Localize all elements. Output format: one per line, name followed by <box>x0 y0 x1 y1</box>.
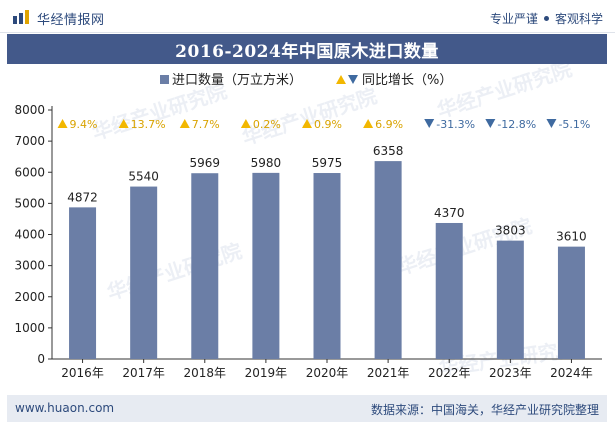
legend-up-triangle-icon <box>336 75 346 84</box>
watermark-text: 华经产业研究院 <box>89 79 230 145</box>
y-tick-label: 8000 <box>14 103 45 117</box>
y-tick-label: 2000 <box>14 290 45 304</box>
tagline-right: 客观科学 <box>554 12 603 26</box>
bar <box>374 161 402 359</box>
x-tick-label: 2024年 <box>550 366 593 380</box>
bar-value-label: 3803 <box>495 224 526 238</box>
growth-label: -31.3% <box>436 118 475 131</box>
bar <box>130 186 158 359</box>
watermark-text: 华经产业研究院 <box>104 239 245 305</box>
watermark-text: 华经产业研究院 <box>239 84 380 150</box>
x-tick-label: 2018年 <box>184 366 227 380</box>
logo-icon <box>13 10 29 24</box>
growth-down-triangle-icon <box>485 119 496 128</box>
x-tick-label: 2023年 <box>489 366 532 380</box>
dot-icon <box>543 16 549 21</box>
tagline-left: 专业严谨 <box>489 12 538 26</box>
chart-title: 2016-2024年中国原木进口数量 <box>175 41 439 62</box>
growth-label: 0.2% <box>253 118 281 131</box>
y-tick-label: 0 <box>37 352 45 366</box>
y-tick-label: 3000 <box>14 259 45 273</box>
site-url[interactable]: www.huaon.com <box>15 401 115 415</box>
growth-up-triangle-icon <box>179 119 190 128</box>
bar-value-label: 6358 <box>373 144 404 158</box>
growth-label: 6.9% <box>375 118 403 131</box>
bar-value-label: 5975 <box>312 156 343 170</box>
x-tick-label: 2021年 <box>367 366 410 380</box>
growth-up-triangle-icon <box>57 119 68 128</box>
legend-growth-label: 同比增长（%） <box>362 73 452 88</box>
x-tick-label: 2019年 <box>245 366 288 380</box>
footer-bar: www.huaon.com 数据来源：中国海关，华经产业研究院整理 <box>7 395 607 422</box>
growth-label: 13.7% <box>131 118 166 131</box>
legend-series-label: 进口数量（万立方米） <box>172 72 302 88</box>
growth-up-triangle-icon <box>240 119 251 128</box>
x-tick-label: 2020年 <box>306 366 349 380</box>
bar <box>191 173 219 359</box>
growth-up-triangle-icon <box>302 119 312 128</box>
bar-value-label: 5969 <box>190 156 221 170</box>
y-tick-label: 4000 <box>14 228 45 242</box>
bar <box>313 173 341 359</box>
growth-label: -12.8% <box>497 118 536 131</box>
title-bar: 2016-2024年中国原木进口数量 <box>7 34 607 64</box>
bar-value-label: 3610 <box>556 230 587 244</box>
x-tick-label: 2022年 <box>428 366 471 380</box>
bar <box>69 207 97 359</box>
top-bar: 华经情报网 专业严谨 客观科学 <box>0 0 615 33</box>
brand-name: 华经情报网 <box>37 13 105 28</box>
bar <box>557 246 585 359</box>
x-tick-label: 2017年 <box>122 366 165 380</box>
bar <box>496 240 524 359</box>
growth-label: 9.4% <box>70 118 98 131</box>
data-source: 数据来源：中国海关，华经产业研究院整理 <box>370 403 599 417</box>
x-tick-label: 2016年 <box>61 366 104 380</box>
y-tick-label: 1000 <box>14 321 45 335</box>
growth-label: -5.1% <box>558 118 590 131</box>
growth-down-triangle-icon <box>424 119 435 128</box>
legend-down-triangle-icon <box>348 75 358 84</box>
bar-value-label: 4872 <box>67 190 98 204</box>
chart: 华经产业研究院华经产业研究院华经产业研究院华经产业研究院华经产业研究院华经产业研… <box>14 64 602 380</box>
bar <box>435 222 463 359</box>
bar-value-label: 5980 <box>251 156 282 170</box>
y-tick-label: 7000 <box>14 134 45 148</box>
growth-down-triangle-icon <box>546 119 557 128</box>
growth-up-triangle-icon <box>118 119 129 128</box>
bar-value-label: 4370 <box>434 206 465 220</box>
growth-up-triangle-icon <box>363 119 374 128</box>
bar-value-label: 5540 <box>128 170 159 184</box>
bar <box>252 172 280 359</box>
growth-label: 7.7% <box>192 118 220 131</box>
growth-label: 0.9% <box>314 118 342 131</box>
y-tick-label: 6000 <box>14 165 45 179</box>
legend-bar-swatch <box>160 75 169 84</box>
y-tick-label: 5000 <box>14 196 45 210</box>
tagline: 专业严谨 客观科学 <box>490 10 603 27</box>
watermark-text: 华经产业研究院 <box>434 64 575 123</box>
